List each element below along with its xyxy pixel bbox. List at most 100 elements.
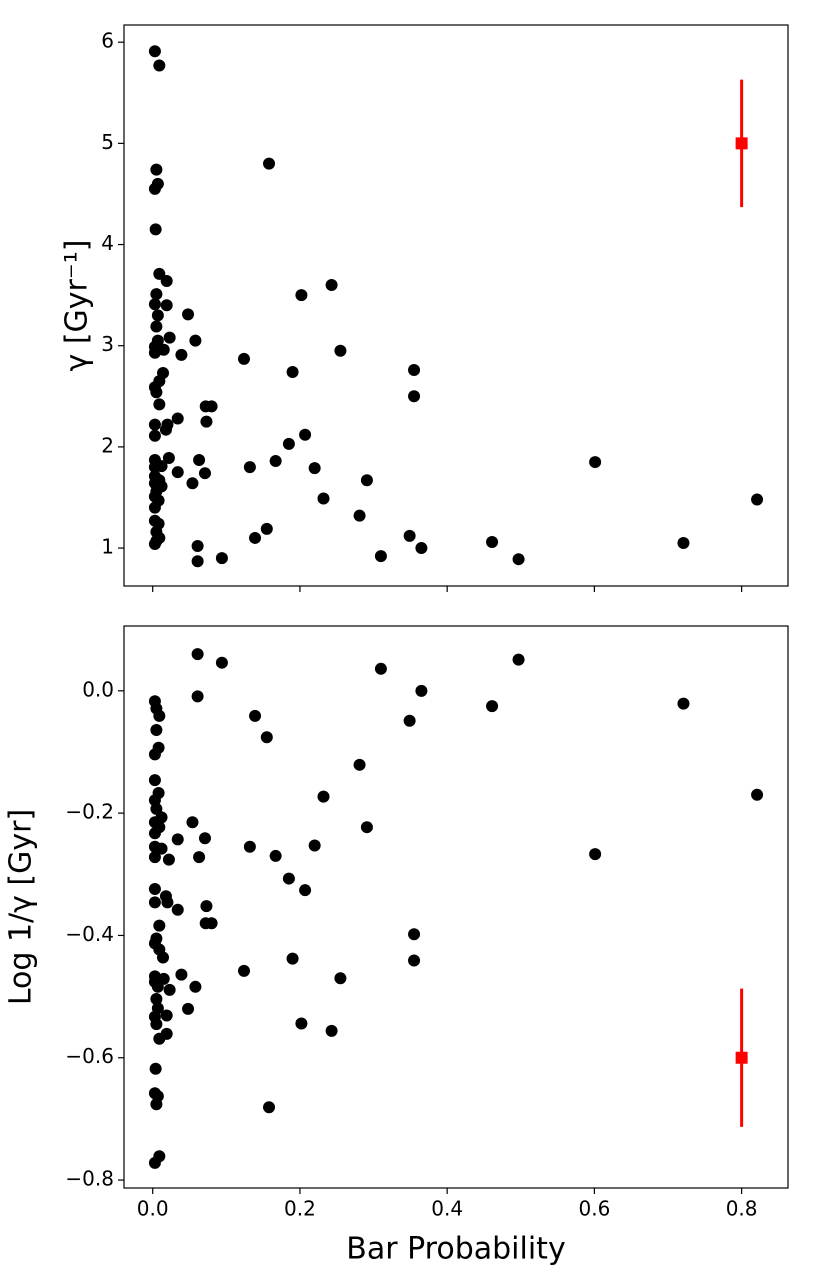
data-point: [148, 429, 161, 442]
data-point: [148, 1087, 161, 1100]
data-point: [317, 492, 330, 505]
data-point: [175, 348, 188, 361]
data-point: [353, 758, 366, 771]
panel: 1 2 3 4 5 6 γ [Gyr⁻¹]: [60, 24, 789, 592]
plot-frame: [123, 625, 789, 1189]
data-point: [200, 900, 213, 913]
data-point: [186, 816, 199, 829]
data-point: [512, 553, 525, 566]
data-point: [148, 346, 161, 359]
data-point: [374, 550, 387, 563]
data-point: [353, 509, 366, 522]
error-marker: [735, 1051, 748, 1064]
data-point: [286, 366, 299, 379]
data-point: [263, 157, 276, 170]
data-point: [171, 412, 184, 425]
y-tick-label: 3: [101, 332, 114, 356]
data-point: [299, 884, 312, 897]
data-point: [151, 1002, 164, 1015]
data-point: [150, 320, 163, 333]
data-point: [182, 1002, 195, 1015]
data-point: [198, 467, 211, 480]
data-point: [751, 493, 764, 506]
data-point: [153, 709, 166, 722]
data-point: [160, 299, 173, 312]
data-point: [237, 964, 250, 977]
data-point: [486, 700, 499, 713]
data-point: [263, 1101, 276, 1114]
data-point: [408, 390, 421, 403]
x-tick-label: 0.6: [578, 1197, 610, 1221]
data-point: [205, 917, 218, 930]
data-point: [148, 501, 161, 514]
y-tick-label: −0.4: [65, 922, 114, 946]
data-point: [189, 980, 202, 993]
y-axis-label: Log 1/γ [Gyr]: [4, 809, 39, 1005]
data-point: [191, 690, 204, 703]
data-point: [295, 289, 308, 302]
data-point: [155, 842, 168, 855]
data-point: [148, 298, 161, 311]
data-point: [150, 163, 163, 176]
x-axis-label: Bar Probability: [346, 1232, 565, 1267]
data-point: [249, 709, 262, 722]
data-point: [153, 398, 166, 411]
data-point: [260, 522, 273, 535]
y-tick-label: 4: [101, 231, 114, 255]
data-point: [191, 555, 204, 568]
data-point: [150, 386, 163, 399]
data-point: [334, 344, 347, 357]
data-point: [160, 1027, 173, 1040]
data-point: [282, 437, 295, 450]
data-point: [171, 903, 184, 916]
data-point: [171, 466, 184, 479]
x-tick-label: 0.2: [284, 1197, 316, 1221]
data-point: [148, 45, 161, 58]
data-point: [200, 415, 213, 428]
data-point: [317, 790, 330, 803]
data-point: [360, 474, 373, 487]
data-point: [191, 648, 204, 661]
data-point: [150, 932, 163, 945]
data-point: [171, 833, 184, 846]
data-point: [148, 896, 161, 909]
data-point: [148, 695, 161, 708]
data-point: [282, 872, 295, 885]
data-point: [260, 731, 273, 744]
x-tick-label: 0.8: [726, 1197, 758, 1221]
data-point: [160, 274, 173, 287]
data-point: [249, 531, 262, 544]
data-point: [175, 968, 188, 981]
data-point: [295, 1017, 308, 1030]
data-point: [152, 741, 165, 754]
y-tick-label: 0.0: [82, 677, 114, 701]
data-point: [269, 455, 282, 468]
data-point: [751, 788, 764, 801]
data-point: [589, 456, 602, 469]
data-point: [334, 972, 347, 985]
data-point: [325, 279, 338, 292]
data-point: [589, 848, 602, 861]
data-point: [148, 970, 161, 983]
data-point: [403, 529, 416, 542]
data-point: [374, 662, 387, 675]
data-point: [403, 714, 416, 727]
data-point: [189, 334, 202, 347]
y-tick-label: −0.6: [65, 1044, 114, 1068]
data-point: [151, 309, 164, 322]
data-point: [308, 462, 321, 475]
data-point: [299, 428, 312, 441]
data-point: [677, 537, 690, 550]
data-point: [308, 839, 321, 852]
data-point: [148, 882, 161, 895]
data-point: [215, 552, 228, 565]
data-point: [205, 400, 218, 413]
x-tick-label: 0.0: [137, 1197, 169, 1221]
data-point: [193, 454, 206, 467]
data-point: [148, 538, 161, 551]
y-tick-label: −0.8: [65, 1167, 114, 1191]
y-tick-label: −0.2: [65, 800, 114, 824]
data-point: [243, 840, 256, 853]
data-point: [415, 542, 428, 555]
data-point: [215, 656, 228, 669]
